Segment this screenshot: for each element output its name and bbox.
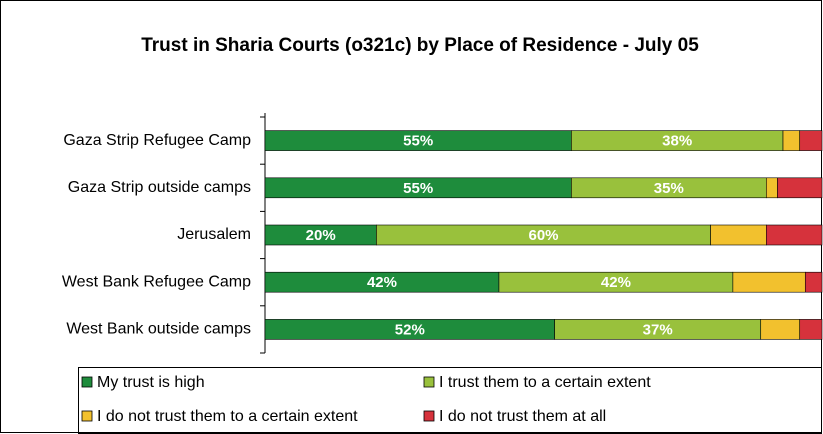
bar-segment bbox=[804, 271, 823, 293]
data-label: 37% bbox=[643, 321, 673, 338]
legend-label: I do not trust them to a certain extent bbox=[97, 408, 358, 425]
bar-segment bbox=[765, 177, 778, 199]
data-label: 42% bbox=[367, 274, 397, 291]
legend-label: I trust them to a certain extent bbox=[439, 374, 651, 391]
bar-segment bbox=[777, 177, 823, 199]
legend-swatch bbox=[423, 410, 435, 422]
data-label: 55% bbox=[403, 180, 433, 197]
bar-segment bbox=[782, 130, 801, 151]
bar-segment bbox=[760, 319, 801, 340]
y-tick-label: West Bank outside camps bbox=[66, 321, 251, 338]
legend-label: I do not trust them at all bbox=[439, 408, 606, 425]
data-label: 42% bbox=[601, 274, 631, 291]
bar-segment bbox=[765, 224, 823, 246]
legend-label: My trust is high bbox=[97, 374, 205, 391]
bar-segment bbox=[732, 271, 806, 293]
legend-swatch bbox=[81, 376, 93, 388]
data-label: 38% bbox=[662, 133, 692, 150]
chart-title: Trust in Sharia Courts (o321c) by Place … bbox=[141, 35, 699, 56]
y-tick-label: West Bank Refugee Camp bbox=[62, 273, 251, 290]
data-label: 20% bbox=[306, 227, 336, 244]
bar-segment bbox=[710, 224, 767, 246]
bar-segment bbox=[799, 319, 823, 340]
y-tick-label: Jerusalem bbox=[177, 226, 251, 243]
y-tick-label: Gaza Strip outside camps bbox=[68, 179, 251, 196]
legend-swatch bbox=[81, 410, 93, 422]
data-label: 60% bbox=[528, 227, 558, 244]
data-label: 35% bbox=[654, 180, 684, 197]
data-label: 55% bbox=[403, 133, 433, 150]
y-tick-label: Gaza Strip Refugee Camp bbox=[63, 132, 251, 149]
legend-swatch bbox=[423, 376, 435, 388]
data-label: 52% bbox=[395, 321, 425, 338]
bar-segment bbox=[799, 130, 823, 151]
